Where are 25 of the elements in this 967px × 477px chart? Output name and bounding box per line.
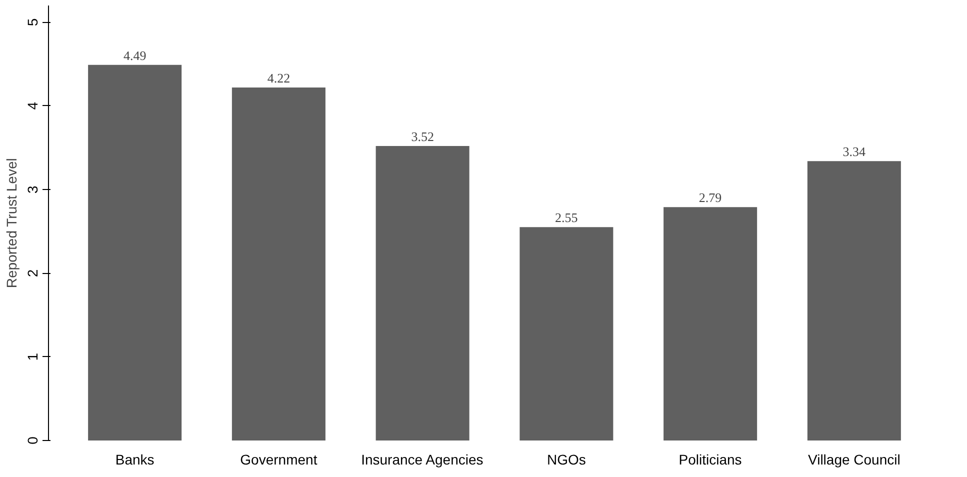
x-tick-label: Politicians xyxy=(678,452,742,468)
data-label: 2.79 xyxy=(698,190,722,206)
data-label: 3.52 xyxy=(411,129,434,144)
x-tick-label: Banks xyxy=(115,452,154,468)
bar xyxy=(807,161,901,440)
x-tick-label: Village Council xyxy=(808,452,900,468)
bar xyxy=(88,64,182,440)
x-tick-label: Government xyxy=(240,452,318,468)
y-tick-label: 5 xyxy=(24,18,40,26)
data-label: 4.22 xyxy=(267,70,290,86)
y-tick-label: 0 xyxy=(24,436,40,444)
data-label: 4.49 xyxy=(123,48,146,63)
x-tick-label: Insurance Agencies xyxy=(361,452,484,468)
data-label: 2.55 xyxy=(555,210,578,226)
data-label: 3.34 xyxy=(842,144,866,160)
y-tick-label: 4 xyxy=(24,102,40,110)
x-tick-label: NGOs xyxy=(546,452,586,468)
y-tick-label: 3 xyxy=(24,185,40,194)
bar xyxy=(376,146,470,440)
y-tick-label: 1 xyxy=(24,352,40,361)
bar xyxy=(520,227,614,440)
bar xyxy=(232,87,326,440)
y-tick-label: 2 xyxy=(24,269,40,278)
bar xyxy=(664,207,758,440)
y-axis-title: Reported Trust Level xyxy=(4,158,20,288)
